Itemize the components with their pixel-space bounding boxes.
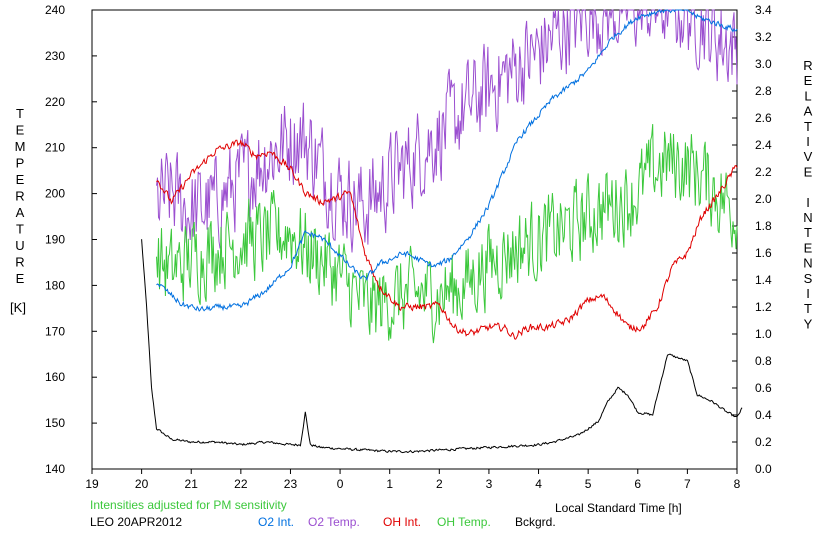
- x-tick-label: 5: [585, 477, 592, 491]
- right-axis-tick-labels: 0.0 0.2 0.4 0.6 0.8 1.0 1.2 1.4 1.6 1.8 2.0 2.2 2.4 2…: [755, 3, 772, 476]
- right-tick-label: 2.4: [755, 138, 772, 152]
- right-axis-label-letter: A: [804, 104, 813, 119]
- left-axis-label-letter: P: [16, 156, 25, 171]
- left-tick-label: 240: [45, 3, 65, 17]
- x-tick-label: 23: [284, 477, 298, 491]
- right-axis-label-letter: E: [804, 73, 813, 88]
- right-tick-label: 2.2: [755, 165, 772, 179]
- right-tick-label: 3.2: [755, 30, 772, 44]
- left-axis-label-letter: E: [16, 123, 25, 138]
- left-tick-label: 170: [45, 324, 65, 338]
- left-axis-unit: [K]: [10, 300, 26, 315]
- x-tick-label: 0: [337, 477, 344, 491]
- left-tick-label: 190: [45, 233, 65, 247]
- right-tick-label: 2.8: [755, 84, 772, 98]
- series-line-bckgrd: [141, 239, 743, 454]
- x-tick-label: 20: [135, 477, 149, 491]
- right-axis-label-letter: T: [804, 225, 812, 240]
- right-axis-label-letter: S: [804, 271, 813, 286]
- legend-entry: Bckgrd.: [515, 515, 556, 529]
- left-axis-label-letter: R: [15, 255, 24, 270]
- x-tick-label: 2: [436, 477, 443, 491]
- right-axis-label-letter: E: [804, 164, 813, 179]
- series-line-o2-int: [156, 9, 738, 312]
- x-tick-label: 6: [634, 477, 641, 491]
- left-axis-label-letter: M: [15, 139, 26, 154]
- right-axis-label-letter: R: [803, 58, 812, 73]
- left-axis-label-letter: E: [16, 271, 25, 286]
- left-axis-label-letter: R: [15, 189, 24, 204]
- left-tick-label: 220: [45, 95, 65, 109]
- right-axis-label-letter: I: [806, 195, 810, 210]
- right-axis-label-letter: T: [804, 301, 812, 316]
- left-tick-label: 230: [45, 49, 65, 63]
- legend: O2 Int. O2 Temp. OH Int. OH Temp. Bckgrd.: [258, 515, 556, 529]
- legend-entry: O2 Temp.: [308, 515, 360, 529]
- left-tick-label: 180: [45, 278, 65, 292]
- x-tick-label: 8: [734, 477, 741, 491]
- axis-ticks: [91, 9, 738, 474]
- left-tick-label: 140: [45, 462, 65, 476]
- legend-entry: O2 Int.: [258, 515, 294, 529]
- right-tick-label: 2.0: [755, 192, 772, 206]
- left-tick-label: 160: [45, 370, 65, 384]
- left-tick-label: 200: [45, 187, 65, 201]
- left-tick-label: 210: [45, 141, 65, 155]
- x-axis-label: Local Standard Time [h]: [555, 501, 682, 515]
- right-tick-label: 0.0: [755, 462, 772, 476]
- station-label: LEO 20APR2012: [90, 515, 182, 529]
- right-tick-label: 3.0: [755, 57, 772, 71]
- legend-entry: OH Int.: [383, 515, 421, 529]
- x-tick-label: 7: [684, 477, 691, 491]
- right-tick-label: 3.4: [755, 3, 772, 17]
- right-axis-label-letter: N: [803, 210, 812, 225]
- left-axis-label-letter: A: [16, 205, 25, 220]
- left-axis-label-letter: T: [16, 222, 24, 237]
- x-tick-label: 1: [386, 477, 393, 491]
- right-tick-label: 1.4: [755, 273, 772, 287]
- legend-entry: OH Temp.: [437, 515, 491, 529]
- left-axis-label-letter: E: [16, 172, 25, 187]
- left-axis-label-letter: T: [16, 106, 24, 121]
- series-line-oh-temp: [156, 124, 738, 344]
- right-axis-label-letter: I: [806, 286, 810, 301]
- x-tick-label: 4: [535, 477, 542, 491]
- right-tick-label: 1.8: [755, 219, 772, 233]
- right-tick-label: 2.6: [755, 111, 772, 125]
- x-tick-label: 3: [486, 477, 493, 491]
- right-axis-label-letter: E: [804, 240, 813, 255]
- right-axis-label-letter: N: [803, 256, 812, 271]
- left-axis-tick-labels: 140 150 160 170 180 190 200 210 220 230 240: [45, 3, 65, 476]
- right-tick-label: 1.2: [755, 300, 772, 314]
- series-line-oh-int: [156, 139, 738, 340]
- right-tick-label: 0.6: [755, 381, 772, 395]
- x-axis-tick-labels: 19 20 21 22 23 0 1 2 3 4 5 6 7 8: [85, 477, 740, 491]
- left-tick-label: 150: [45, 416, 65, 430]
- right-axis-label-letter: T: [804, 119, 812, 134]
- right-tick-label: 0.4: [755, 408, 772, 422]
- right-tick-label: 0.2: [755, 435, 772, 449]
- series-lines: [141, 9, 743, 454]
- right-axis-label-letter: V: [804, 149, 813, 164]
- left-axis-label-letter: U: [15, 238, 24, 253]
- sensitivity-note: Intensities adjusted for PM sensitivity: [90, 498, 287, 512]
- x-tick-label: 19: [85, 477, 99, 491]
- x-tick-label: 22: [234, 477, 248, 491]
- right-axis-label-letter: L: [804, 88, 811, 103]
- right-tick-label: 0.8: [755, 354, 772, 368]
- series-line-o2-temp: [156, 9, 738, 253]
- right-tick-label: 1.6: [755, 246, 772, 260]
- right-tick-label: 1.0: [755, 327, 772, 341]
- right-axis-label-letter: I: [806, 134, 810, 149]
- right-axis-label-letter: Y: [804, 316, 813, 331]
- x-tick-label: 21: [185, 477, 199, 491]
